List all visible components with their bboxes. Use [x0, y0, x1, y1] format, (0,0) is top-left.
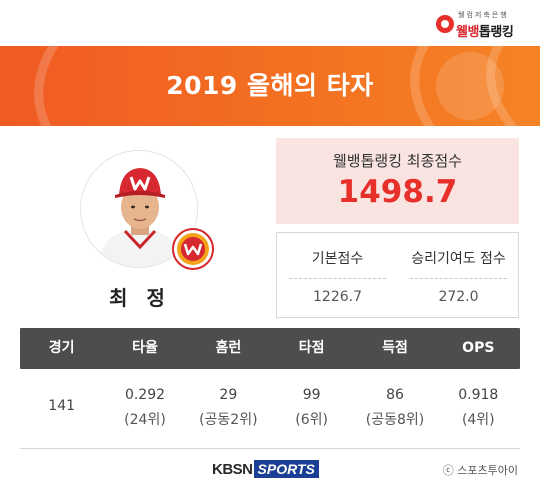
header-rbi: 타점: [298, 340, 325, 356]
final-score-card: 웰뱅톱랭킹 최종점수 1498.7: [276, 138, 519, 224]
divider: [289, 278, 386, 279]
team-emblem: [172, 228, 214, 270]
cell-rank: (공동2위): [199, 412, 258, 428]
final-score-value: 1498.7: [337, 174, 458, 210]
sports-logo-text: SPORTS: [253, 460, 319, 478]
cell-value: 0.918: [458, 387, 499, 403]
cell-games: 141: [20, 369, 103, 448]
cell-rbi: 99 (6위): [270, 369, 353, 448]
title-band: 2019 올해의 타자: [0, 46, 540, 126]
sponsor-name: 웰뱅톱랭킹: [456, 25, 514, 40]
header-ops: OPS: [462, 340, 495, 356]
cell-rank: (4위): [461, 412, 495, 428]
base-score-value: 1226.7: [313, 289, 362, 305]
cell-value: 29: [219, 387, 238, 403]
cell-runs: 86 (공동8위): [353, 369, 436, 448]
base-score-label: 기본점수: [311, 251, 364, 267]
cell-rank: (공동8위): [365, 412, 425, 428]
divider: [410, 278, 507, 279]
header-home-runs: 홈런: [215, 340, 242, 356]
sponsor-tagline: 웰컴저축은행: [458, 11, 509, 19]
cell-value: 86: [386, 387, 404, 403]
cell-batting-average: 0.292 (24위): [103, 369, 186, 448]
win-contribution-score-column: 승리기여도 점수 272.0: [398, 233, 519, 319]
baseball-stitch-pattern: [34, 46, 518, 126]
stats-table: 경기 타율 홈런 타점 득점 OPS 141 0.292 (24위) 29 (공…: [20, 328, 520, 449]
cell-value: 0.292: [124, 387, 166, 403]
cell-rank: (24위): [124, 412, 166, 428]
logo-circle-icon: [436, 15, 454, 33]
header-games: 경기: [48, 340, 75, 356]
copyright-text: ⓒ 스포츠투아이: [442, 464, 518, 477]
sponsor-logo: 웰컴저축은행 웰뱅톱랭킹: [436, 8, 526, 42]
cell-home-runs: 29 (공동2위): [187, 369, 270, 448]
stats-table-header: 경기 타율 홈런 타점 득점 OPS: [20, 328, 520, 369]
cell-ops: 0.918 (4위): [437, 369, 520, 448]
cell-value: 99: [302, 387, 321, 403]
kbsn-sports-logo: KBSN SPORTS: [212, 459, 319, 479]
table-row: 141 0.292 (24위) 29 (공동2위) 99 (6위) 86 (공동…: [20, 369, 520, 449]
cell-rank: (6위): [295, 412, 328, 428]
cell-value: 141: [48, 398, 76, 414]
win-contribution-score-value: 272.0: [438, 289, 479, 305]
win-contribution-score-label: 승리기여도 점수: [411, 251, 506, 267]
sk-wyverns-emblem-icon: [172, 228, 214, 270]
sub-scores-card: 기본점수 1226.7 승리기여도 점수 272.0: [276, 232, 519, 318]
player-name: 최 정: [109, 286, 171, 310]
base-score-column: 기본점수 1226.7: [277, 233, 398, 319]
kbsn-logo-text: KBSN: [212, 460, 253, 478]
header-runs: 득점: [382, 340, 408, 356]
page-title: 2019 올해의 타자: [166, 71, 374, 100]
final-score-label: 웰뱅톱랭킹 최종점수: [333, 152, 462, 170]
header-batting-average: 타율: [132, 340, 158, 356]
